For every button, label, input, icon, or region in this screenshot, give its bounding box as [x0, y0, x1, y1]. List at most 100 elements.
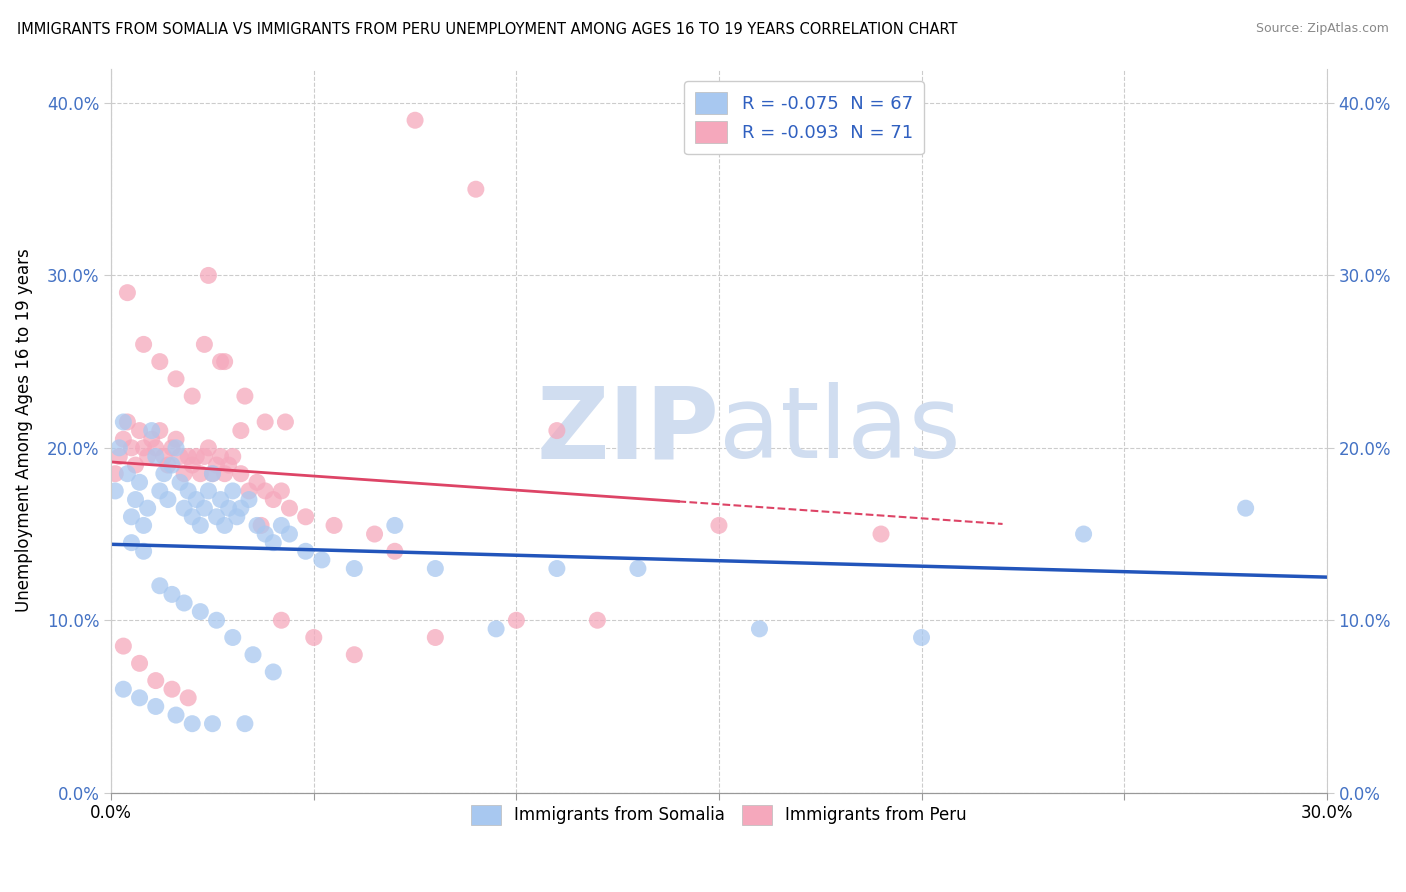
- Point: [193, 501, 215, 516]
- Point: [117, 285, 139, 300]
- Point: [193, 450, 215, 464]
- Point: [485, 622, 508, 636]
- Point: [546, 561, 568, 575]
- Point: [218, 501, 240, 516]
- Point: [278, 527, 301, 541]
- Point: [181, 389, 204, 403]
- Point: [627, 561, 650, 575]
- Point: [425, 631, 447, 645]
- Point: [209, 492, 232, 507]
- Point: [209, 450, 232, 464]
- Point: [165, 441, 187, 455]
- Point: [205, 509, 228, 524]
- Point: [205, 458, 228, 472]
- Point: [238, 483, 260, 498]
- Point: [181, 716, 204, 731]
- Point: [323, 518, 346, 533]
- Point: [505, 613, 527, 627]
- Point: [188, 605, 211, 619]
- Point: [104, 467, 127, 481]
- Point: [128, 424, 150, 438]
- Point: [254, 483, 277, 498]
- Point: [141, 432, 163, 446]
- Point: [169, 475, 191, 490]
- Point: [233, 716, 256, 731]
- Point: [262, 535, 284, 549]
- Text: atlas: atlas: [718, 382, 960, 479]
- Point: [149, 354, 172, 368]
- Point: [141, 424, 163, 438]
- Point: [225, 509, 247, 524]
- Point: [104, 483, 127, 498]
- Point: [197, 441, 219, 455]
- Point: [145, 699, 167, 714]
- Point: [246, 518, 269, 533]
- Point: [302, 631, 325, 645]
- Point: [160, 458, 183, 472]
- Point: [149, 483, 172, 498]
- Point: [120, 509, 142, 524]
- Point: [128, 690, 150, 705]
- Point: [870, 527, 893, 541]
- Point: [250, 518, 273, 533]
- Point: [120, 535, 142, 549]
- Point: [254, 415, 277, 429]
- Point: [145, 450, 167, 464]
- Text: IMMIGRANTS FROM SOMALIA VS IMMIGRANTS FROM PERU UNEMPLOYMENT AMONG AGES 16 TO 19: IMMIGRANTS FROM SOMALIA VS IMMIGRANTS FR…: [17, 22, 957, 37]
- Point: [586, 613, 609, 627]
- Point: [214, 354, 236, 368]
- Point: [188, 467, 211, 481]
- Point: [132, 544, 155, 558]
- Point: [124, 458, 146, 472]
- Point: [108, 441, 131, 455]
- Point: [218, 458, 240, 472]
- Point: [363, 527, 385, 541]
- Point: [209, 354, 232, 368]
- Point: [132, 518, 155, 533]
- Point: [132, 441, 155, 455]
- Point: [177, 450, 200, 464]
- Point: [112, 432, 135, 446]
- Point: [197, 268, 219, 283]
- Point: [205, 613, 228, 627]
- Point: [294, 509, 316, 524]
- Point: [186, 450, 208, 464]
- Point: [145, 673, 167, 688]
- Legend: Immigrants from Somalia, Immigrants from Peru: Immigrants from Somalia, Immigrants from…: [461, 795, 977, 835]
- Point: [188, 518, 211, 533]
- Point: [707, 518, 730, 533]
- Point: [274, 415, 297, 429]
- Point: [165, 432, 187, 446]
- Point: [222, 483, 245, 498]
- Point: [748, 622, 770, 636]
- Point: [343, 648, 366, 662]
- Point: [153, 450, 176, 464]
- Point: [222, 631, 245, 645]
- Point: [112, 639, 135, 653]
- Point: [108, 450, 131, 464]
- Point: [193, 337, 215, 351]
- Point: [384, 518, 406, 533]
- Point: [173, 501, 195, 516]
- Point: [181, 458, 204, 472]
- Point: [229, 424, 252, 438]
- Point: [165, 372, 187, 386]
- Point: [229, 501, 252, 516]
- Point: [160, 587, 183, 601]
- Point: [149, 579, 172, 593]
- Point: [384, 544, 406, 558]
- Point: [201, 716, 224, 731]
- Point: [233, 389, 256, 403]
- Point: [128, 475, 150, 490]
- Point: [112, 415, 135, 429]
- Point: [254, 527, 277, 541]
- Point: [120, 441, 142, 455]
- Point: [270, 613, 292, 627]
- Point: [160, 682, 183, 697]
- Point: [262, 492, 284, 507]
- Point: [153, 467, 176, 481]
- Point: [425, 561, 447, 575]
- Point: [145, 441, 167, 455]
- Point: [177, 483, 200, 498]
- Point: [1234, 501, 1257, 516]
